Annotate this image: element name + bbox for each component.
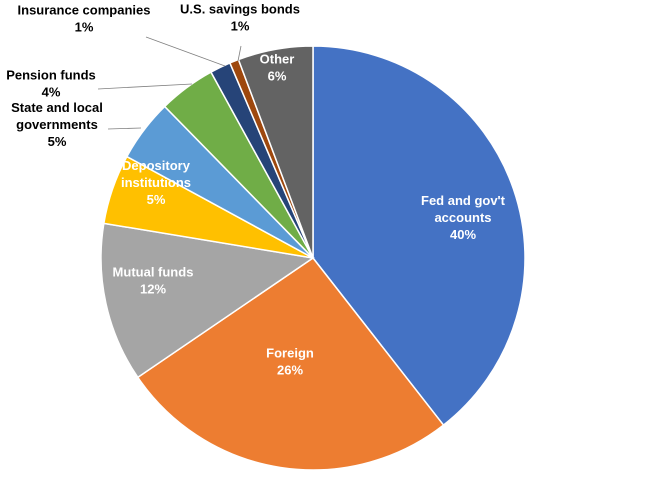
pie-slice-mutual-funds — [100, 222, 315, 379]
slice-category-label: U.S. savings bonds — [180, 2, 300, 17]
slice-category-label: institutions — [121, 175, 191, 190]
slice-category-label: Mutual funds — [113, 265, 194, 280]
labels-layer: Fed and gov't accounts 40% Foreign 26% Mutual… — [6, 2, 505, 378]
data-label-foreign: Foreign 26% — [266, 346, 314, 378]
data-label-insurance-companies: Insurance companies 1% — [18, 3, 151, 35]
slice-percent-label: 5% — [48, 134, 67, 149]
slice-percent-label: 5% — [147, 192, 166, 207]
slice-category-label: State and local — [11, 100, 103, 115]
data-label-pension-funds: Pension funds 4% — [6, 68, 96, 100]
leader-line-u-s-savings-bonds — [237, 45, 242, 62]
slice-percent-label: 12% — [140, 282, 166, 297]
slice-category-label: Pension funds — [6, 68, 96, 83]
data-label-other: Other 6% — [260, 52, 295, 84]
slice-percent-label: 26% — [277, 363, 303, 378]
pie-slice-fed-and-gov-t-accounts — [312, 45, 526, 427]
slice-category-label: Foreign — [266, 346, 314, 361]
data-label-mutual-funds: Mutual funds 12% — [113, 265, 194, 297]
slice-category-label: Insurance companies — [18, 3, 151, 18]
data-label-fed-and-gov-t-accounts: Fed and gov't accounts 40% — [421, 193, 506, 242]
leader-line-insurance-companies — [145, 36, 226, 67]
slice-percent-label: 6% — [268, 69, 287, 84]
leader-line-pension-funds — [97, 83, 193, 90]
data-label-state-and-local-governments: State and local governments 5% — [11, 100, 103, 149]
slices-layer — [100, 45, 526, 471]
slice-percent-label: 1% — [75, 20, 94, 35]
leader-lines-layer — [97, 36, 242, 130]
slice-category-label: Fed and gov't — [421, 193, 506, 208]
slice-percent-label: 1% — [231, 19, 250, 34]
data-label-u-s-savings-bonds: U.S. savings bonds 1% — [180, 2, 300, 34]
leader-line-state-and-local-governments — [107, 127, 142, 130]
slice-percent-label: 4% — [42, 85, 61, 100]
slice-category-label: Depository — [122, 158, 191, 173]
data-label-depository-institutions: Depository institutions 5% — [121, 158, 191, 207]
slice-category-label: Other — [260, 52, 295, 67]
pie-slice-foreign — [136, 256, 445, 471]
slice-percent-label: 40% — [450, 227, 476, 242]
slice-category-label: governments — [16, 117, 98, 132]
slice-category-label: accounts — [434, 210, 491, 225]
